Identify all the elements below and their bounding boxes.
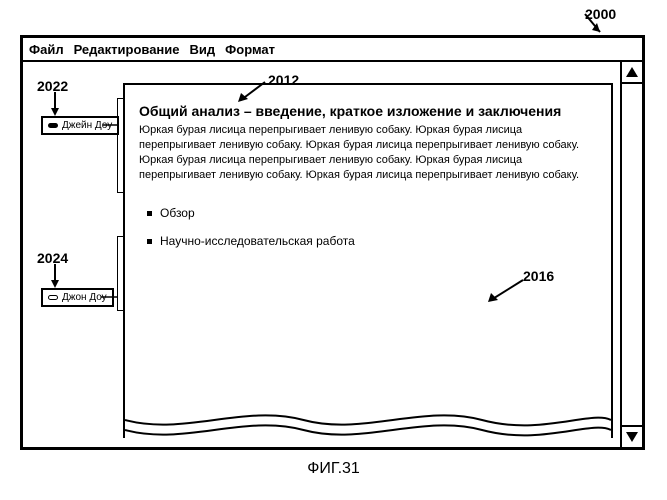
doc-body-text: Юркая бурая лисица перепрыгивает ленивую… <box>139 123 597 182</box>
scroll-up-button[interactable] <box>622 62 642 84</box>
menu-view[interactable]: Вид <box>190 42 216 57</box>
section-bracket-1 <box>117 98 123 193</box>
section-bracket-2 <box>117 236 123 311</box>
author-tag-john[interactable]: Джон Доу <box>41 288 114 307</box>
presence-icon <box>48 295 58 300</box>
bullet-icon <box>147 211 152 216</box>
callout-label-2024: 2024 <box>37 250 68 266</box>
author-tag-label: Джон Доу <box>62 292 107 303</box>
callout-label-2012: 2012 <box>268 72 299 88</box>
bullet-item-2: Научно-исследовательская работа <box>139 234 597 248</box>
app-window: Файл Редактирование Вид Формат Общий ана… <box>20 35 645 450</box>
figure-container: Файл Редактирование Вид Формат Общий ана… <box>20 35 645 450</box>
torn-edge-icon <box>125 408 611 438</box>
menu-bar: Файл Редактирование Вид Формат <box>23 38 642 62</box>
bullet-item-1: Обзор <box>139 206 597 220</box>
chevron-down-icon <box>626 432 638 442</box>
presence-icon <box>48 123 58 128</box>
menu-edit[interactable]: Редактирование <box>74 42 180 57</box>
callout-label-2022: 2022 <box>37 78 68 94</box>
author-tag-label: Джейн Доу <box>62 120 112 131</box>
bullet-label: Обзор <box>160 206 195 220</box>
figure-caption: ФИГ.31 <box>0 460 667 478</box>
menu-format[interactable]: Формат <box>225 42 275 57</box>
document-page: Общий анализ – введение, краткое изложен… <box>123 83 613 438</box>
scroll-down-button[interactable] <box>622 425 642 447</box>
doc-heading: Общий анализ – введение, краткое изложен… <box>139 103 597 119</box>
callout-label-2016: 2016 <box>523 268 554 284</box>
author-tag-jane[interactable]: Джейн Доу <box>41 116 119 135</box>
bullet-label: Научно-исследовательская работа <box>160 234 355 248</box>
menu-file[interactable]: Файл <box>29 42 64 57</box>
vertical-scrollbar[interactable] <box>620 62 642 447</box>
bullet-icon <box>147 239 152 244</box>
chevron-up-icon <box>626 67 638 77</box>
callout-label-2000: 2000 <box>585 6 616 22</box>
